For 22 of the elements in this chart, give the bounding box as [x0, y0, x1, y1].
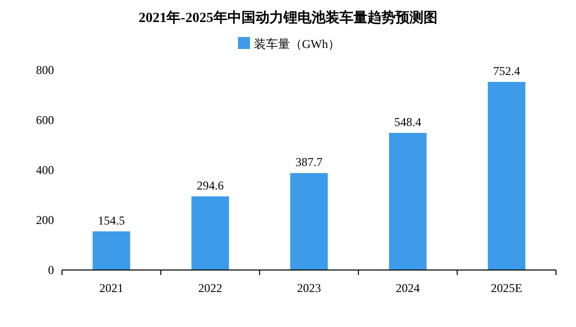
x-tick-label: 2021: [99, 281, 124, 295]
y-tick-label: 200: [36, 213, 54, 227]
data-label: 154.5: [98, 213, 125, 228]
x-tick-label: 2025E: [490, 281, 522, 295]
y-tick-label: 0: [48, 263, 54, 277]
x-tick-label: 2023: [297, 281, 321, 295]
y-tick-label: 400: [36, 163, 54, 177]
legend-label: 装车量（GWh）: [254, 37, 340, 51]
bar: [191, 196, 229, 270]
x-tick-label: 2022: [198, 281, 222, 295]
data-label: 548.4: [394, 114, 422, 129]
x-tick-label: 2024: [396, 281, 420, 295]
data-label: 387.7: [296, 155, 322, 170]
chart-title: 2021年-2025年中国动力锂电池装车量趋势预测图: [138, 9, 438, 26]
y-tick-label: 600: [36, 113, 54, 127]
bar: [92, 231, 130, 270]
data-label: 752.4: [493, 64, 520, 78]
bar: [488, 82, 526, 270]
bar: [389, 132, 427, 270]
bar: [290, 173, 328, 270]
data-label: 294.6: [196, 178, 224, 192]
y-tick-label: 800: [36, 63, 54, 77]
